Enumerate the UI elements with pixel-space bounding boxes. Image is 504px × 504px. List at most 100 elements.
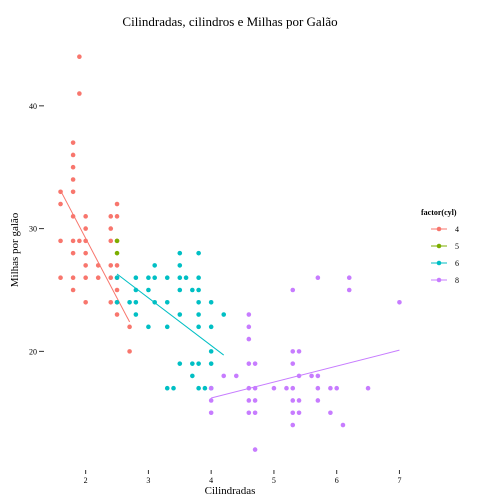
data-point-cyl-6	[208, 349, 214, 354]
data-point-cyl-6	[196, 312, 201, 317]
data-point-cyl-8	[208, 385, 214, 391]
data-point-cyl-6	[208, 324, 214, 330]
legend-key-point	[436, 260, 442, 266]
data-point-cyl-8	[208, 398, 214, 403]
data-point-cyl-4	[83, 275, 88, 281]
data-point-cyl-8	[221, 373, 227, 379]
data-point-cyl-8	[346, 287, 352, 293]
x-tick-label: 3	[146, 476, 150, 485]
data-point-cyl-8	[290, 398, 296, 403]
x-tick-label: 6	[335, 476, 339, 485]
data-point-cyl-4	[70, 164, 76, 170]
data-point-cyl-8	[246, 398, 252, 403]
legend-label-cyl-4: 4	[455, 225, 459, 234]
data-point-cyl-6	[196, 385, 201, 391]
data-point-cyl-8	[315, 385, 321, 391]
data-point-cyl-6	[164, 299, 170, 305]
data-point-cyl-6	[196, 275, 201, 281]
data-point-cyl-6	[177, 275, 183, 281]
data-point-cyl-6	[208, 361, 214, 366]
data-point-cyl-6	[133, 312, 139, 317]
data-point-cyl-4	[108, 263, 114, 268]
x-axis: 2 3 4 5 6 7	[84, 470, 401, 485]
data-point-cyl-4	[114, 263, 120, 268]
legend-key-point	[436, 226, 442, 232]
data-point-cyl-8	[290, 349, 296, 354]
legend-key-point	[436, 243, 442, 249]
data-point-cyl-4	[83, 263, 88, 268]
data-point-cyl-6	[177, 250, 183, 256]
data-point-cyl-6	[152, 275, 157, 281]
data-point-cyl-8	[246, 312, 252, 317]
data-point-cyl-6	[196, 287, 201, 293]
legend-label-cyl-6: 6	[455, 259, 459, 268]
data-point-cyl-6	[177, 312, 183, 317]
y-tick-label: 20	[29, 347, 37, 356]
data-point-cyl-4	[83, 299, 88, 305]
data-point-cyl-8	[315, 398, 321, 403]
data-point-cyl-4	[108, 275, 114, 281]
data-point-cyl-4	[77, 54, 82, 60]
y-axis: 20 30 40	[29, 102, 44, 356]
data-point-cyl-6	[208, 299, 214, 305]
trend-line-cyl-6	[116, 273, 225, 356]
x-tick-label: 5	[272, 476, 276, 485]
data-point-cyl-4	[77, 238, 82, 244]
legend-key-point	[436, 277, 442, 283]
data-point-cyl-4	[108, 226, 114, 231]
data-point-cyl-6	[196, 361, 201, 366]
data-point-cyl-8	[296, 398, 302, 403]
data-point-cyl-8	[290, 287, 296, 293]
data-point-cyl-4	[70, 140, 76, 145]
x-axis-label: Cilindradas	[205, 485, 256, 497]
data-point-cyl-4	[70, 250, 76, 256]
data-point-cyl-8	[252, 447, 258, 452]
data-point-cyl-6	[177, 287, 183, 293]
data-point-cyl-6	[196, 250, 201, 256]
y-tick-label: 40	[29, 102, 37, 111]
data-point-cyl-4	[70, 238, 76, 244]
data-point-cyl-8	[233, 373, 239, 379]
data-point-cyl-4	[114, 287, 120, 293]
data-point-cyl-6	[164, 385, 170, 391]
data-point-cyl-6	[146, 287, 151, 293]
data-point-cyl-8	[208, 410, 214, 416]
data-point-cyl-8	[315, 275, 321, 281]
data-point-cyl-4	[108, 214, 114, 219]
legend-label-cyl-8: 8	[455, 276, 459, 285]
data-point-cyl-6	[133, 275, 139, 281]
data-point-cyl-4	[77, 91, 82, 96]
data-point-cyl-6	[202, 385, 208, 391]
data-point-cyl-6	[114, 299, 120, 305]
data-point-cyl-6	[183, 275, 189, 281]
data-point-cyl-8	[346, 275, 352, 281]
data-point-cyl-4	[127, 349, 132, 354]
data-point-cyl-8	[296, 349, 302, 354]
data-point-cyl-8	[309, 373, 314, 379]
data-point-cyl-4	[108, 238, 114, 244]
data-point-cyl-8	[252, 398, 258, 403]
data-point-cyl-4	[58, 275, 63, 281]
data-point-cyl-4	[70, 152, 76, 158]
data-point-cyl-8	[365, 385, 371, 391]
data-point-cyl-8	[252, 361, 258, 366]
data-point-cyl-8	[246, 336, 252, 342]
x-tick-label: 4	[209, 476, 213, 485]
data-point-cyl-8	[290, 385, 296, 391]
data-point-cyl-8	[246, 324, 252, 330]
data-point-cyl-4	[70, 275, 76, 281]
data-point-cyl-6	[177, 361, 183, 366]
data-point-cyl-6	[114, 275, 120, 281]
data-point-cyl-6	[196, 324, 201, 330]
data-point-cyl-4	[83, 250, 88, 256]
data-point-cyl-6	[146, 275, 151, 281]
data-point-cyl-8	[290, 410, 296, 416]
chart-title: Cilindradas, cilindros e Milhas por Galã…	[122, 14, 337, 29]
x-tick-label: 2	[84, 476, 88, 485]
data-point-cyl-6	[146, 324, 151, 330]
plot-area	[58, 54, 402, 452]
y-tick-label: 30	[29, 225, 37, 234]
data-point-cyl-6	[133, 299, 139, 305]
data-point-cyl-5	[114, 238, 120, 244]
